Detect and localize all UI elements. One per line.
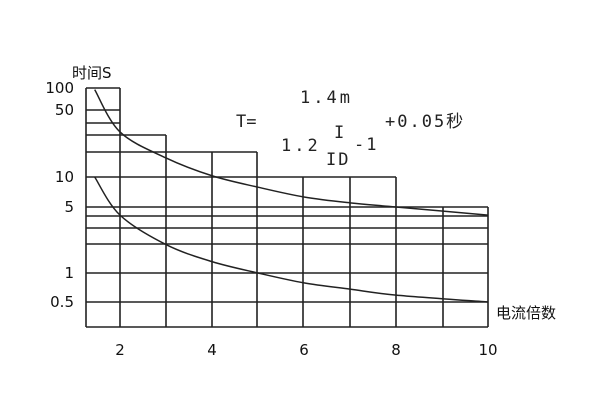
grid (85, 87, 489, 328)
x-tick-label: 4 (207, 341, 217, 359)
y-axis-label: 时间S (72, 64, 112, 82)
formula-fraction-top: I (334, 123, 344, 143)
y-tick-label: 50 (55, 101, 74, 119)
y-tick-label: 10 (55, 168, 74, 186)
formula-fraction-bottom: ID (326, 150, 350, 170)
lower-curve (94, 176, 489, 303)
formula-numerator: 1.4m (300, 88, 353, 108)
x-tick-label: 8 (391, 341, 401, 359)
x-tick-label: 2 (115, 341, 125, 359)
formula-suffix: +0.05秒 (385, 112, 465, 132)
y-tick-label: 0.5 (50, 293, 74, 311)
formula-denominator-base: 1.2 (281, 136, 321, 156)
x-axis-label: 电流倍数 (496, 304, 556, 322)
formula-denominator-tail: -1 (354, 135, 378, 155)
curves (94, 89, 489, 303)
y-tick-label: 1 (64, 264, 74, 282)
y-tick-label: 5 (64, 198, 74, 216)
y-tick-label: 100 (45, 79, 74, 97)
formula: T= 1.4m 1.2 I ID -1 +0.05秒 (236, 88, 465, 170)
formula-lhs: T= (236, 112, 256, 132)
upper-curve (94, 89, 489, 216)
x-tick-label: 10 (478, 341, 497, 359)
x-tick-label: 6 (299, 341, 309, 359)
